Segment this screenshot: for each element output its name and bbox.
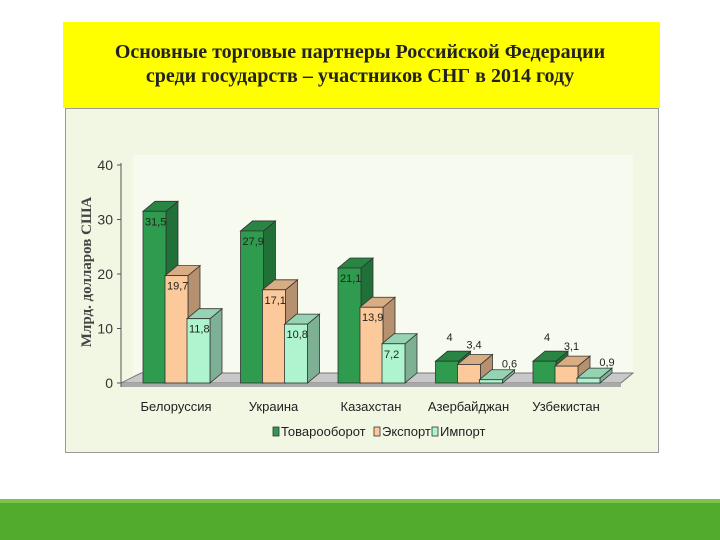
legend-swatch-import [431,426,439,437]
data-label: 3,1 [564,341,579,353]
y-tick-label: 10 [97,321,113,337]
y-tick-label: 20 [97,266,113,282]
y-tick-label: 30 [97,212,113,228]
category-label: Белоруссия [140,399,211,414]
category-label: Узбекистан [532,399,600,414]
bar-side-import [307,313,320,384]
slide-title-line-2: среди государств – участников СНГ в 2014… [145,65,575,87]
trade-partners-bar-chart: 0 10 20 30 40 Млрд. долларов США 31,5 19,7 11,8 Б… [79,155,635,439]
bar-import [381,343,406,384]
bar-turnover [435,360,459,384]
y-tick-label: 40 [97,157,113,173]
data-label: 19,7 [167,281,188,293]
data-label: 4 [544,332,550,344]
bar-import [186,318,211,384]
chart-frame: 0 10 20 30 40 Млрд. долларов США 31,5 19,7 11,8 Б… [65,108,659,453]
bar-turnover [532,360,557,384]
data-label: 3,4 [466,339,481,351]
data-label: 7,2 [384,349,399,361]
data-label: 0,6 [502,359,517,371]
data-label: 21,1 [340,273,361,285]
legend-swatch-export [373,426,381,437]
category-label: Казахстан [341,399,402,414]
bar-export [554,365,579,384]
bar-side-import [209,307,223,384]
y-tick-label: 0 [105,375,113,391]
chart-floor-edge [121,383,621,387]
data-label: 13,9 [362,312,383,324]
bar-import [284,323,308,384]
y-axis-label: Млрд. долларов США [79,197,95,348]
data-label: 31,5 [145,216,166,228]
bottom-decorative-band [0,499,720,540]
data-label: 0,9 [599,357,614,369]
bottom-band-highlight [0,499,720,503]
data-label: 17,1 [265,295,286,307]
data-label: 27,9 [243,236,264,248]
bar-import [576,377,601,384]
legend-label: Импорт [440,424,485,439]
bar-turnover [142,210,167,384]
category-label: Украина [249,399,299,414]
data-label: 11,8 [189,324,210,336]
bar-export [457,364,481,384]
legend-label: Товарооборот [281,424,366,439]
bar-turnover [337,267,362,384]
legend-label: Экспорт [382,424,431,439]
data-label: 10,8 [287,329,308,341]
title-banner [63,22,660,108]
slide-title-line-1: Основные торговые партнеры Российской Фе… [114,41,606,63]
bar-import [479,379,503,384]
bar-turnover [240,230,264,384]
legend-swatch-turnover [272,426,280,437]
data-label: 4 [446,332,452,344]
category-label: Азербайджан [428,399,509,414]
